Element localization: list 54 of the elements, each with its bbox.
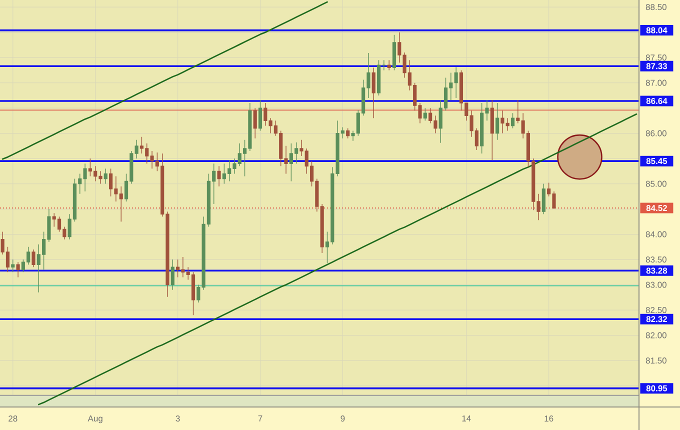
- candlestick: [104, 168, 108, 184]
- ref-line-label: 80.95: [646, 385, 668, 392]
- candlestick: [387, 60, 391, 71]
- y-tick-label: 83.50: [646, 256, 666, 263]
- candlestick: [542, 183, 546, 214]
- ref-line-label: 86.64: [646, 98, 668, 104]
- x-tick-label: Aug: [88, 416, 102, 424]
- candlestick: [11, 259, 15, 273]
- candlestick: [134, 140, 138, 159]
- x-tick-label: 3: [176, 416, 180, 422]
- candlestick: [496, 102, 500, 140]
- y-tick-label: 84.00: [646, 231, 666, 238]
- x-tick-label: 14: [462, 416, 471, 422]
- y-tick-label: 82.00: [646, 332, 666, 338]
- candlestick: [119, 186, 123, 222]
- candlestick: [376, 60, 381, 96]
- candlestick: [510, 112, 515, 129]
- candlestick: [372, 67, 376, 119]
- candlestick: [32, 249, 36, 268]
- candlestick: [506, 118, 510, 132]
- candlestick: [454, 66, 458, 98]
- candlestick: [258, 100, 262, 132]
- candlestick: [253, 108, 257, 139]
- candlestick: [392, 34, 396, 71]
- y-tick-label: 82.50: [646, 307, 666, 314]
- x-tick-label: 28: [8, 416, 18, 422]
- y-tick-label: 88.50: [646, 4, 666, 10]
- candlestick: [170, 259, 174, 290]
- candlestick: [264, 102, 268, 126]
- y-tick-label: 87.00: [646, 80, 666, 86]
- candlestick: [423, 108, 427, 122]
- candlestick: [516, 100, 520, 124]
- candlestick: [217, 166, 221, 187]
- y-tick-label: 87.50: [646, 54, 666, 61]
- ref-line-label: 82.32: [646, 316, 668, 322]
- x-tick-label: 7: [258, 416, 262, 422]
- y-tick-label: 86.00: [646, 130, 666, 136]
- ref-line-label: 88.04: [646, 27, 668, 34]
- candlestick: [500, 110, 504, 134]
- candlestick: [320, 204, 324, 254]
- y-tick-label: 83.00: [646, 282, 666, 288]
- ref-line-label: 87.33: [646, 63, 668, 70]
- candlestick: [196, 284, 200, 303]
- y-tick-label: 81.50: [646, 358, 666, 364]
- candlestick: [490, 100, 494, 160]
- y-tick-label: 85.00: [646, 180, 666, 187]
- ref-line-label: 85.45: [646, 158, 668, 164]
- ref-line-label: 83.28: [646, 268, 668, 274]
- ref-line-label: 84.52: [646, 205, 668, 212]
- candlestick: [346, 128, 350, 139]
- candlestick: [16, 262, 20, 278]
- candlestick: [382, 60, 386, 71]
- x-tick-label: 9: [340, 416, 345, 422]
- x-tick-label: 16: [544, 416, 554, 422]
